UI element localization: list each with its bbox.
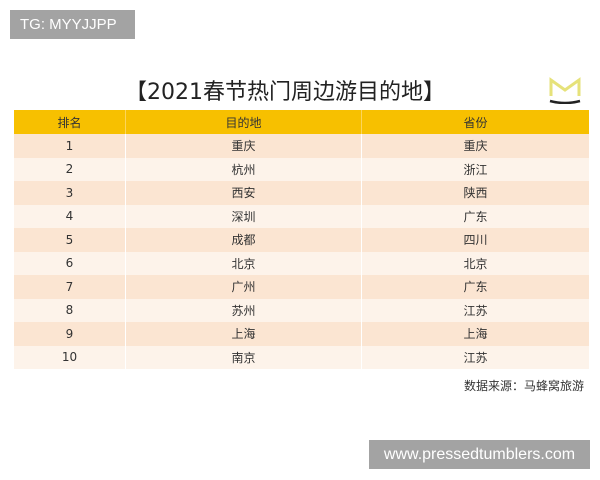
cell-destination: 西安 (125, 181, 362, 205)
cell-province: 四川 (361, 228, 589, 252)
table-row: 3 西安 陕西 (14, 181, 589, 205)
header-destination: 目的地 (125, 110, 362, 134)
cell-province: 上海 (361, 322, 589, 346)
cell-province: 陕西 (361, 181, 589, 205)
table-row: 4 深圳 广东 (14, 204, 589, 228)
cell-province: 广东 (361, 275, 589, 299)
watermark-bottom: www.pressedtumblers.com (369, 440, 590, 469)
table-row: 9 上海 上海 (14, 322, 589, 346)
cell-rank: 3 (14, 181, 126, 205)
cell-rank: 2 (14, 157, 126, 181)
header-province: 省份 (361, 110, 589, 134)
cell-province: 北京 (361, 251, 589, 275)
cell-destination: 深圳 (125, 204, 362, 228)
cell-rank: 8 (14, 298, 126, 322)
table-row: 5 成都 四川 (14, 228, 589, 252)
page-title: 【2021春节热门周边游目的地】 (125, 80, 445, 105)
table-row: 6 北京 北京 (14, 251, 589, 275)
table-row: 10 南京 江苏 (14, 345, 589, 369)
header-rank: 排名 (14, 110, 126, 134)
cell-rank: 4 (14, 204, 126, 228)
cell-destination: 重庆 (125, 134, 362, 158)
table-row: 7 广州 广东 (14, 275, 589, 299)
cell-rank: 1 (14, 134, 126, 158)
cell-province: 重庆 (361, 134, 589, 158)
cell-province: 江苏 (361, 345, 589, 369)
watermark-top: TG: MYYJJPP (10, 10, 135, 39)
cell-province: 浙江 (361, 157, 589, 181)
table-row: 2 杭州 浙江 (14, 157, 589, 181)
cell-destination: 成都 (125, 228, 362, 252)
cell-province: 广东 (361, 204, 589, 228)
cell-province: 江苏 (361, 298, 589, 322)
cell-rank: 9 (14, 322, 126, 346)
cell-destination: 上海 (125, 322, 362, 346)
cell-destination: 北京 (125, 251, 362, 275)
cell-rank: 10 (14, 345, 126, 369)
table-row: 1 重庆 重庆 (14, 134, 589, 158)
cell-rank: 5 (14, 228, 126, 252)
destinations-table: 排名 目的地 省份 1 重庆 重庆 2 杭州 浙江 3 西安 陕西 4 深圳 广东 5 成都 四川 6 北京 北京… (14, 110, 589, 369)
cell-rank: 6 (14, 251, 126, 275)
cell-destination: 南京 (125, 345, 362, 369)
mafengwo-logo-icon (549, 77, 581, 104)
cell-rank: 7 (14, 275, 126, 299)
cell-destination: 广州 (125, 275, 362, 299)
data-source: 数据来源：马蜂窝旅游 (463, 379, 584, 393)
cell-destination: 杭州 (125, 157, 362, 181)
table-row: 8 苏州 江苏 (14, 298, 589, 322)
cell-destination: 苏州 (125, 298, 362, 322)
